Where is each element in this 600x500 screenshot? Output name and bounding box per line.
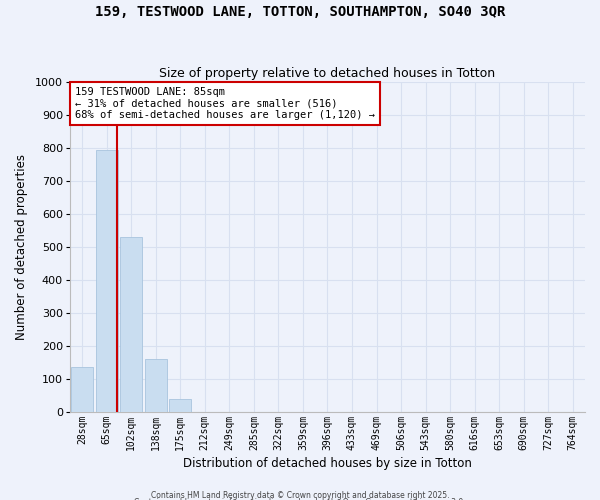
- Title: Size of property relative to detached houses in Totton: Size of property relative to detached ho…: [160, 66, 496, 80]
- X-axis label: Distribution of detached houses by size in Totton: Distribution of detached houses by size …: [183, 457, 472, 470]
- Text: Contains public sector information licensed under the Open Government Licence v3: Contains public sector information licen…: [134, 498, 466, 500]
- Bar: [169, 400, 191, 412]
- Bar: [145, 359, 167, 412]
- Bar: [71, 368, 93, 412]
- Text: 159, TESTWOOD LANE, TOTTON, SOUTHAMPTON, SO40 3QR: 159, TESTWOOD LANE, TOTTON, SOUTHAMPTON,…: [95, 5, 505, 19]
- Text: Contains HM Land Registry data © Crown copyright and database right 2025.: Contains HM Land Registry data © Crown c…: [151, 490, 449, 500]
- Text: 159 TESTWOOD LANE: 85sqm
← 31% of detached houses are smaller (516)
68% of semi-: 159 TESTWOOD LANE: 85sqm ← 31% of detach…: [75, 87, 375, 120]
- Y-axis label: Number of detached properties: Number of detached properties: [15, 154, 28, 340]
- Bar: [95, 150, 118, 412]
- Bar: [120, 237, 142, 412]
